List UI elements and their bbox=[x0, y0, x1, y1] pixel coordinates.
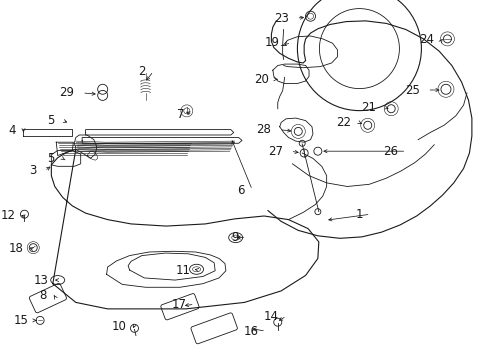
Text: 5: 5 bbox=[47, 152, 55, 165]
Text: 20: 20 bbox=[254, 73, 268, 86]
Text: 23: 23 bbox=[273, 12, 288, 24]
Text: 16: 16 bbox=[243, 325, 258, 338]
Text: 29: 29 bbox=[59, 86, 74, 99]
Text: 2: 2 bbox=[138, 65, 145, 78]
Text: 17: 17 bbox=[171, 298, 186, 311]
Text: 19: 19 bbox=[264, 36, 279, 49]
Text: 18: 18 bbox=[9, 242, 23, 255]
Text: 9: 9 bbox=[231, 231, 238, 244]
Text: 15: 15 bbox=[14, 314, 28, 327]
Text: 5: 5 bbox=[47, 114, 55, 127]
Text: 11: 11 bbox=[175, 264, 190, 276]
Text: 28: 28 bbox=[256, 123, 271, 136]
Text: 3: 3 bbox=[29, 165, 37, 177]
Text: 13: 13 bbox=[34, 274, 49, 287]
Text: 22: 22 bbox=[335, 116, 350, 129]
Text: 25: 25 bbox=[404, 84, 419, 96]
Text: 26: 26 bbox=[383, 145, 398, 158]
Text: 1: 1 bbox=[355, 208, 362, 221]
Text: 21: 21 bbox=[361, 101, 376, 114]
Text: 7: 7 bbox=[177, 108, 184, 121]
Text: 24: 24 bbox=[418, 33, 433, 46]
Text: 10: 10 bbox=[111, 320, 126, 333]
Text: 12: 12 bbox=[0, 210, 16, 222]
Text: 4: 4 bbox=[8, 124, 16, 137]
Text: 14: 14 bbox=[263, 310, 278, 323]
Text: 8: 8 bbox=[39, 289, 46, 302]
Text: 6: 6 bbox=[237, 184, 244, 197]
Text: 27: 27 bbox=[267, 145, 282, 158]
